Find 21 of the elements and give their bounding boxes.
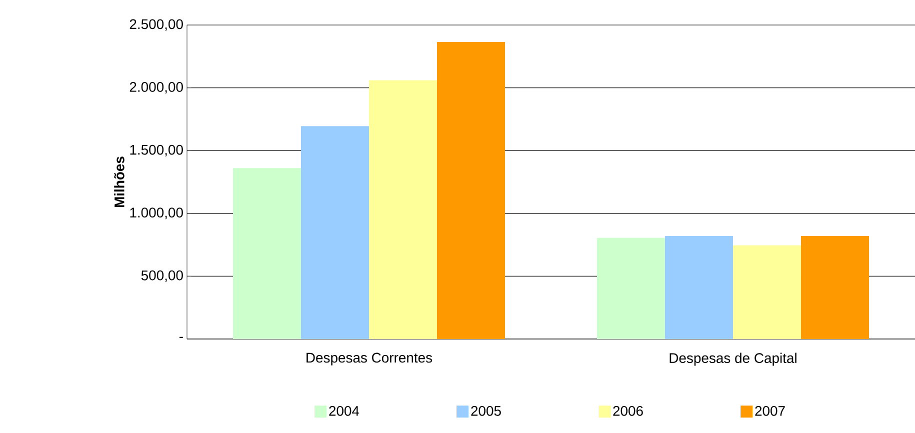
x-tick-label: Despesas Correntes: [306, 352, 432, 366]
legend-label: 2005: [471, 406, 501, 416]
legend-label: 2004: [329, 406, 360, 416]
bar: [597, 238, 666, 339]
y-tick-label: 2.500,00: [130, 19, 183, 31]
y-axis-title: Milhões: [114, 156, 124, 208]
bar: [437, 42, 506, 339]
y-tick-label: 1.500,00: [130, 144, 183, 156]
bar: [301, 126, 370, 339]
legend-label: 2006: [613, 406, 643, 416]
bar: [733, 245, 802, 339]
bar: [369, 80, 438, 339]
y-tick-label: 1.000,00: [130, 208, 183, 220]
legend-label: 2007: [755, 406, 785, 416]
bar: [801, 236, 870, 339]
x-tick-label: Despesas de Capital: [670, 352, 796, 366]
y-tick-label: 500,00: [141, 270, 183, 282]
bar: [665, 236, 734, 339]
bar: [233, 168, 302, 339]
y-tick-label: 2.000,00: [130, 82, 183, 94]
y-tick-label: -: [179, 336, 183, 338]
